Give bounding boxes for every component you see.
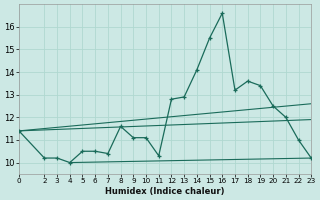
X-axis label: Humidex (Indice chaleur): Humidex (Indice chaleur): [105, 187, 225, 196]
